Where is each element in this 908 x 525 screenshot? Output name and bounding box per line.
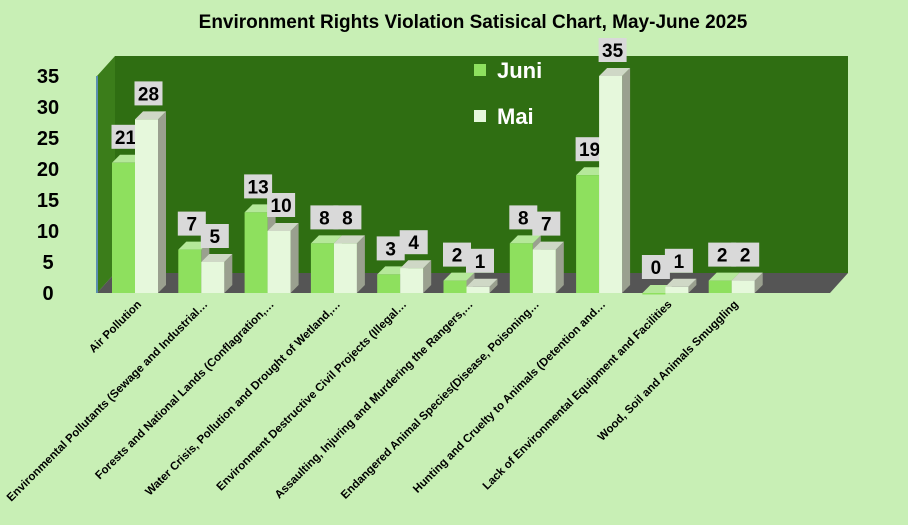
y-tick-label: 25 (37, 128, 59, 150)
legend-swatch-mai (474, 110, 486, 122)
bar-mai (333, 235, 365, 293)
legend-swatch-juni (474, 64, 486, 76)
plot-side-wall (97, 56, 115, 293)
data-label: 10 (271, 196, 292, 217)
y-tick-label: 30 (37, 97, 59, 119)
bar-mai (532, 241, 564, 293)
data-label: 8 (342, 208, 353, 229)
data-label-box (333, 205, 362, 230)
data-label: 0 (651, 258, 662, 279)
y-tick-label: 5 (42, 252, 53, 274)
chart-title: Environment Rights Violation Satisical C… (199, 12, 748, 33)
bar-mai (201, 254, 233, 293)
data-label-box (466, 248, 494, 273)
data-label-box (134, 81, 163, 106)
data-label: 28 (138, 84, 159, 105)
data-label: 2 (740, 246, 751, 267)
data-label-box (664, 248, 693, 273)
data-label: 13 (248, 177, 269, 198)
bar-mai (267, 223, 299, 293)
data-label: 19 (579, 140, 600, 161)
y-tick-label: 15 (37, 190, 59, 212)
data-label: 1 (475, 252, 486, 273)
data-label-box (200, 224, 229, 248)
data-label-box (267, 193, 296, 217)
data-label: 8 (319, 208, 330, 229)
data-label: 7 (187, 215, 198, 236)
data-label: 4 (408, 233, 419, 254)
data-label: 21 (115, 128, 137, 149)
y-tick-label: 10 (37, 221, 59, 243)
y-axis: 0 5 10 15 20 25 30 35 (37, 66, 59, 305)
y-tick-label: 20 (37, 159, 59, 181)
data-label: 2 (717, 246, 728, 267)
legend-label: Juni (497, 58, 542, 83)
x-tick-label: Air Pollution (87, 299, 144, 356)
bar-mai (466, 278, 498, 293)
legend: Juni Mai (474, 58, 542, 129)
plot-wall-face (115, 56, 848, 273)
y-tick-label: 35 (37, 66, 59, 88)
data-label-box (731, 242, 760, 267)
data-label: 7 (541, 215, 552, 236)
data-label-box (532, 211, 561, 236)
legend-label: Mai (497, 104, 534, 129)
data-label: 5 (210, 227, 221, 248)
bar-mai (665, 278, 697, 293)
bar-mai (599, 68, 631, 293)
data-label: 1 (674, 252, 685, 273)
data-label: 8 (518, 208, 529, 229)
bar-mai (731, 272, 763, 293)
y-tick-label: 0 (42, 283, 53, 305)
data-label-box (575, 137, 604, 162)
data-label: 2 (452, 246, 463, 267)
data-label-box (598, 38, 627, 62)
bar-mai (400, 260, 432, 293)
data-label: 35 (602, 41, 624, 62)
bar-mai (135, 111, 166, 294)
x-tick-label: Wood, Soil and Animals Smuggling (596, 299, 741, 444)
data-label-box (111, 124, 140, 149)
data-label: 3 (385, 239, 396, 260)
data-label-box (399, 230, 428, 255)
